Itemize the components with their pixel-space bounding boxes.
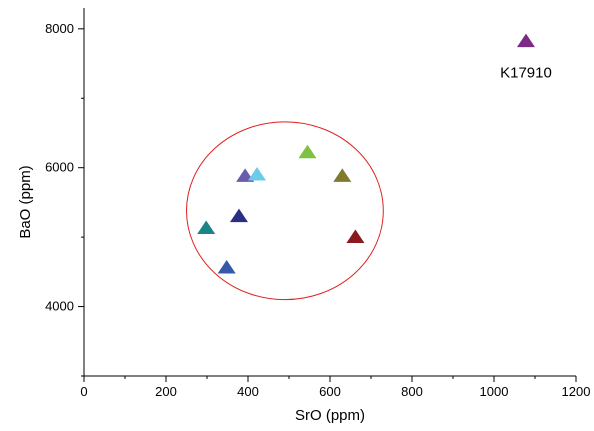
x-tick-label: 0 [80, 384, 87, 399]
axes [83, 8, 576, 377]
highlight-ellipse [186, 121, 384, 301]
x-tick-label: 400 [237, 384, 259, 399]
x-tick-label: 1200 [562, 384, 591, 399]
data-point-triangle [346, 229, 365, 243]
y-tick-label: 8000 [45, 21, 74, 36]
data-point-triangle [217, 260, 236, 274]
data-point-triangle [298, 144, 317, 159]
x-tick-label: 600 [319, 384, 341, 399]
data-point-triangle [516, 33, 535, 48]
x-axis-title: SrO (ppm) [295, 407, 365, 424]
y-axis-title: BaO (ppm) [17, 165, 34, 238]
y-tick-label: 4000 [45, 299, 74, 314]
data-points [197, 33, 535, 274]
x-tick-label: 200 [155, 384, 177, 399]
point-annotation: K17910 [500, 64, 552, 81]
y-tick-label: 6000 [45, 160, 74, 175]
x-tick-label: 800 [401, 384, 423, 399]
labels: K17910 [500, 64, 552, 81]
x-tick-label: 1000 [480, 384, 509, 399]
data-point-triangle [248, 166, 267, 181]
data-point-triangle [229, 208, 248, 223]
highlight-ellipse-group [186, 121, 384, 301]
ticks: 0 200 400 600 800 1000 1200 4000 6000 8000 [45, 21, 590, 399]
data-point-triangle [333, 168, 352, 182]
data-point-triangle [197, 220, 216, 234]
